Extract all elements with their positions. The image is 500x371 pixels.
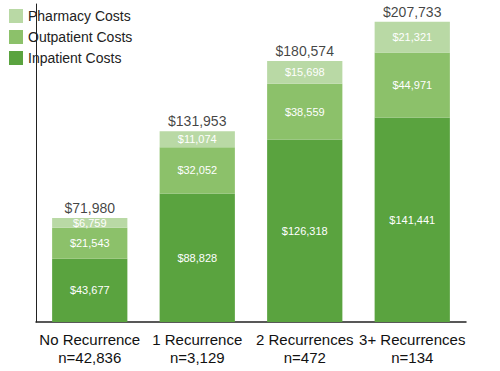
svg-text:$15,698: $15,698 — [285, 66, 325, 78]
svg-text:n=3,129: n=3,129 — [170, 349, 225, 366]
svg-text:$32,052: $32,052 — [177, 164, 217, 176]
svg-text:$88,828: $88,828 — [177, 252, 217, 264]
svg-text:1 Recurrence: 1 Recurrence — [152, 331, 242, 348]
svg-text:$207,733: $207,733 — [383, 4, 442, 20]
svg-text:$126,318: $126,318 — [282, 225, 328, 237]
svg-text:2 Recurrences: 2 Recurrences — [256, 331, 354, 348]
svg-text:n=472: n=472 — [284, 349, 326, 366]
svg-text:$6,759: $6,759 — [73, 217, 107, 229]
svg-text:$141,441: $141,441 — [389, 214, 435, 226]
svg-text:Outpatient Costs: Outpatient Costs — [28, 29, 132, 45]
svg-text:Pharmacy Costs: Pharmacy Costs — [28, 8, 131, 24]
svg-text:$131,953: $131,953 — [168, 113, 227, 129]
svg-text:Inpatient Costs: Inpatient Costs — [28, 50, 121, 66]
svg-text:No Recurrence: No Recurrence — [39, 331, 140, 348]
svg-text:$43,677: $43,677 — [70, 284, 110, 296]
svg-text:$38,559: $38,559 — [285, 106, 325, 118]
svg-text:$44,971: $44,971 — [392, 79, 432, 91]
svg-text:n=42,836: n=42,836 — [58, 349, 121, 366]
svg-text:$11,074: $11,074 — [178, 133, 217, 145]
svg-text:$71,980: $71,980 — [64, 200, 115, 216]
svg-text:3+ Recurrences: 3+ Recurrences — [359, 331, 465, 348]
svg-text:n=134: n=134 — [391, 349, 433, 366]
svg-text:$21,321: $21,321 — [392, 31, 432, 43]
svg-text:$21,543: $21,543 — [70, 237, 110, 249]
svg-text:$180,574: $180,574 — [276, 43, 335, 59]
